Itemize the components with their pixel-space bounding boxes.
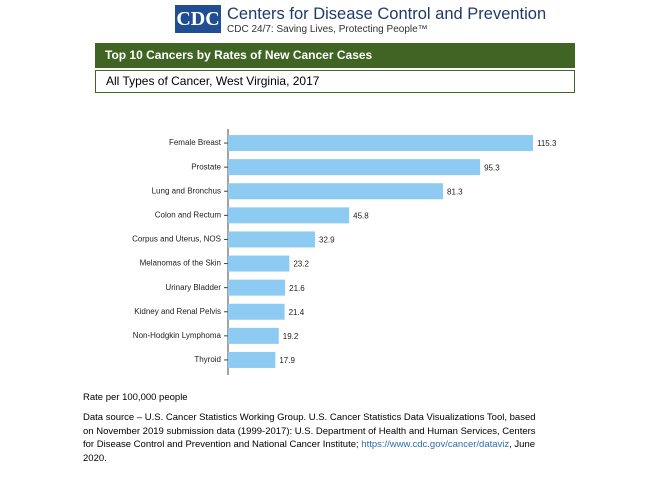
x-axis-label: Rate per 100,000 people xyxy=(83,392,188,403)
value-label: 115.3 xyxy=(537,139,557,148)
category-label: Urinary Bladder xyxy=(165,283,221,292)
bar xyxy=(228,183,444,200)
bar xyxy=(228,159,481,176)
bar xyxy=(228,303,285,320)
category-label: Colon and Rectum xyxy=(155,210,222,219)
category-label: Female Breast xyxy=(169,138,222,147)
value-label: 81.3 xyxy=(447,187,463,196)
value-label: 45.8 xyxy=(353,211,369,220)
category-label: Corpus and Uterus, NOS xyxy=(132,235,221,244)
bar xyxy=(228,327,279,344)
category-label: Thyroid xyxy=(194,355,221,364)
org-name: Centers for Disease Control and Preventi… xyxy=(227,5,547,23)
value-label: 19.2 xyxy=(283,332,299,341)
category-label: Kidney and Renal Pelvis xyxy=(134,307,221,316)
bar xyxy=(228,255,290,272)
logo: CDC xyxy=(175,5,221,33)
value-label: 17.9 xyxy=(279,356,295,365)
bar xyxy=(228,279,286,296)
chart: Female Breast 115.3 Prostate 95.3 Lung and B… xyxy=(132,129,557,375)
category-label: Melanomas of the Skin xyxy=(140,259,221,268)
tagline: CDC 24/7: Saving Lives, Protecting Peopl… xyxy=(227,24,428,35)
category-label: Lung and Bronchus xyxy=(152,186,221,195)
value-label: 32.9 xyxy=(319,236,335,245)
chart-title: Top 10 Cancers by Rates of New Cancer Ca… xyxy=(95,43,575,68)
value-label: 95.3 xyxy=(484,163,500,172)
value-label: 23.2 xyxy=(293,260,309,269)
value-label: 21.4 xyxy=(289,308,305,317)
source-link[interactable]: https://www.cdc.gov/cancer/dataviz xyxy=(361,439,510,450)
chart-subtitle: All Types of Cancer, West Virginia, 2017 xyxy=(95,70,575,93)
bar xyxy=(228,351,276,368)
value-label: 21.6 xyxy=(289,284,305,293)
bar xyxy=(228,207,350,224)
bar xyxy=(228,135,533,152)
category-label: Prostate xyxy=(191,162,221,171)
bar xyxy=(228,231,316,248)
source-text: Data source – U.S. Cancer Statistics Wor… xyxy=(83,412,536,450)
source-note: Data source – U.S. Cancer Statistics Wor… xyxy=(83,411,543,465)
category-label: Non-Hodgkin Lymphoma xyxy=(133,331,222,340)
source-date: , June 2020. xyxy=(83,439,536,464)
